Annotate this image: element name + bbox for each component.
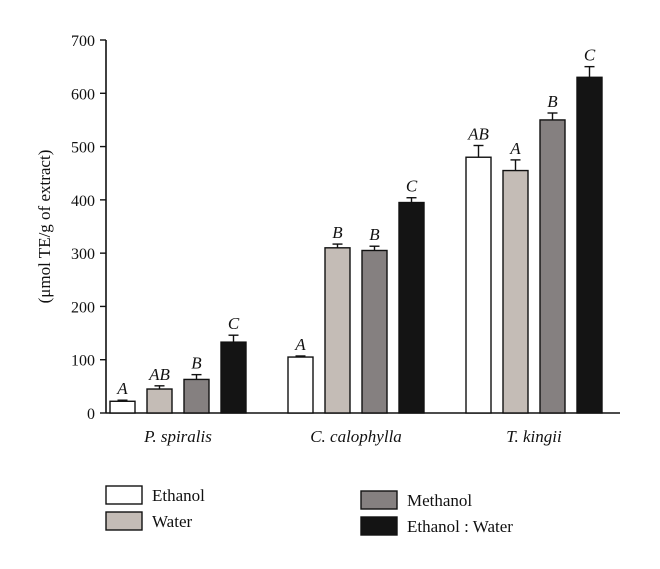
significance-letter: C <box>406 177 418 196</box>
bar-3-0 <box>220 341 247 414</box>
significance-letter: C <box>228 314 240 333</box>
bar-1-0 <box>146 388 173 414</box>
y-tick-label: 600 <box>71 86 95 103</box>
y-tick-label: 200 <box>71 299 95 316</box>
significance-letter: B <box>369 225 380 244</box>
legend-swatch <box>105 511 143 531</box>
legend-label: Water <box>152 512 192 531</box>
significance-letter: A <box>116 379 128 398</box>
y-tick-label: 100 <box>71 353 95 370</box>
bar-0-0 <box>109 400 136 414</box>
legend-label: Ethanol : Water <box>407 517 513 536</box>
significance-letter: AB <box>148 365 170 384</box>
legend-swatch <box>105 485 143 505</box>
bar-3-2 <box>576 76 603 414</box>
y-tick-label: 300 <box>71 246 95 263</box>
significance-letter: A <box>294 335 306 354</box>
significance-letter: A <box>509 139 521 158</box>
y-tick-label: 500 <box>71 140 95 157</box>
y-tick-label: 400 <box>71 193 95 210</box>
bar-2-1 <box>361 249 388 414</box>
chart-legend: Ethanol Water Methanol Ethanol : Water <box>105 485 513 536</box>
chart-axes: 0 100 200 300 400 500 600 700 (μmol TE/g of extr… <box>35 33 620 423</box>
significance-letter: AB <box>467 125 489 144</box>
x-category-label: C. calophylla <box>310 427 402 446</box>
significance-letter: B <box>332 223 343 242</box>
bar-1-2 <box>502 169 529 414</box>
significance-letter: B <box>547 92 558 111</box>
bar-2-2 <box>539 119 566 414</box>
y-tick-label: 0 <box>87 406 95 423</box>
legend-swatch <box>360 516 398 536</box>
bar-3-1 <box>398 201 425 414</box>
bar-2-0 <box>183 378 210 414</box>
significance-letter: B <box>191 354 202 373</box>
legend-label: Methanol <box>407 491 472 510</box>
y-axis-label: (μmol TE/g of extract) <box>35 150 54 304</box>
x-category-label: T. kingii <box>506 427 562 446</box>
significance-letter: C <box>584 46 596 65</box>
legend-label: Ethanol <box>152 486 205 505</box>
chart-bars <box>109 65 603 414</box>
bar-1-1 <box>324 247 351 414</box>
bar-0-1 <box>287 356 314 414</box>
x-category-label: P. spiralis <box>143 427 212 446</box>
legend-swatch <box>360 490 398 510</box>
y-tick-label: 700 <box>71 33 95 50</box>
bar-0-2 <box>465 156 492 414</box>
